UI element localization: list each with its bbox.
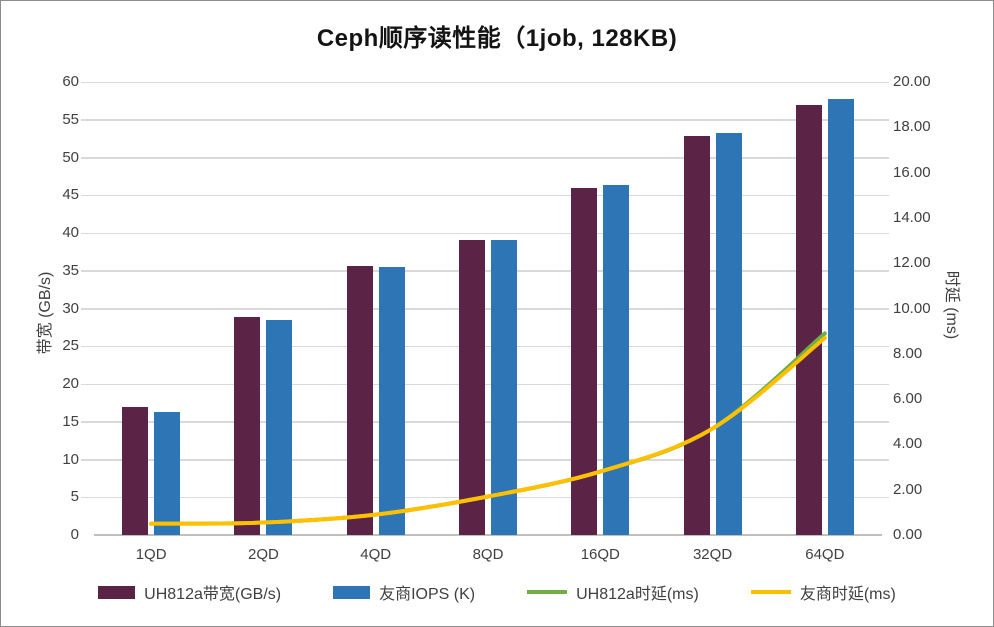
left-axis-tick-label: 50: [62, 148, 79, 166]
right-axis-tick-label: 6.00: [893, 390, 923, 408]
x-axis-category-label: 4QD: [360, 546, 392, 563]
x-axis-line: [94, 534, 882, 536]
legend-item-uh812a-bandwidth-bar: UH812a带宽(GB/s): [98, 580, 281, 604]
gridline: [81, 194, 889, 197]
right-axis-tick-label: 0.00: [893, 526, 923, 543]
left-axis-tick-label: 40: [62, 224, 79, 241]
legend-item-vendor-latency-line: 友商时延(ms): [750, 580, 896, 604]
legend-item-uh812a-latency-line: UH812a时延(ms): [527, 580, 699, 604]
gridline: [81, 383, 889, 385]
vendor-iops-bar-64QD: [827, 98, 854, 535]
legend-swatch-vendor-latency-line: [750, 590, 791, 594]
left-axis-tick-label: 30: [62, 299, 79, 317]
chart-title: Ceph顺序读性能（1job, 128KB): [316, 25, 678, 52]
left-axis-tick-label: 35: [62, 261, 79, 279]
vendor-iops-bar-2QD: [266, 319, 293, 535]
uh812a-bandwidth-bar-8QD: [459, 239, 485, 535]
left-axis-tick-label: 25: [62, 337, 79, 355]
uh812a-bandwidth-bar-2QD: [234, 316, 261, 535]
left-axis-tick-label: 20: [62, 375, 79, 392]
gridline: [81, 270, 889, 272]
right-axis-tick-label: 16.00: [893, 163, 931, 181]
legend-label: UH812a带宽(GB/s): [144, 586, 282, 603]
legend-label: UH812a时延(ms): [576, 586, 699, 603]
legend-swatch-uh812a-bandwidth-bar: [98, 585, 136, 599]
vendor-latency-line: [149, 335, 827, 526]
right-axis-tick-label: 18.00: [893, 118, 931, 136]
x-axis-category-label: 16QD: [580, 546, 620, 563]
vendor-iops-bar-1QD: [154, 411, 181, 535]
right-axis-tick-label: 2.00: [893, 480, 923, 498]
gridline: [81, 157, 889, 159]
right-axis-tick-label: 4.00: [893, 435, 923, 453]
left-axis-tick-label: 55: [62, 110, 79, 128]
legend-label: 友商时延(ms): [799, 586, 896, 603]
gridline: [81, 232, 889, 234]
gridline: [81, 421, 889, 423]
legend-label: 友商IOPS (K): [379, 586, 476, 603]
legend-swatch-vendor-iops-bar: [333, 585, 371, 599]
gridline: [81, 459, 889, 461]
x-axis-category-label: 64QD: [805, 546, 845, 563]
vendor-iops-bar-8QD: [491, 239, 517, 535]
x-axis-category-label: 32QD: [692, 546, 733, 563]
left-axis-tick-label: 0: [70, 526, 79, 543]
x-axis-category-label: 2QD: [248, 546, 279, 563]
left-axis-tick-label: 15: [62, 412, 79, 430]
uh812a-bandwidth-bar-1QD: [122, 407, 149, 535]
legend: UH812a带宽(GB/s) 友商IOPS (K) UH812a时延(ms) 友商时延…: [1, 580, 993, 604]
uh812a-bandwidth-bar-32QD: [683, 135, 710, 535]
legend-swatch-uh812a-latency-line: [527, 590, 568, 594]
right-axis-tick-label: 20.00: [893, 73, 931, 90]
left-axis-tick-label: 10: [62, 450, 79, 468]
left-axis-tick-label: 45: [62, 186, 79, 204]
right-axis-tick-label: 14.00: [893, 208, 931, 226]
legend-item-vendor-iops-bar: 友商IOPS (K): [333, 580, 475, 604]
right-axis-tick-label: 8.00: [893, 344, 923, 362]
left-axis-tick-label: 5: [70, 488, 79, 506]
gridline: [81, 81, 889, 83]
right-axis-tick-label: 12.00: [893, 254, 931, 272]
right-axis-tick-label: 10.00: [893, 299, 931, 317]
gridline: [81, 308, 889, 310]
x-axis-category-label: 1QD: [135, 546, 167, 563]
gridline: [81, 119, 889, 121]
vendor-iops-bar-4QD: [378, 266, 405, 535]
uh812a-bandwidth-bar-64QD: [795, 105, 822, 535]
left-axis-tick-label: 60: [62, 73, 79, 90]
gridline: [81, 345, 889, 348]
uh812a-bandwidth-bar-4QD: [346, 266, 373, 535]
vendor-iops-bar-16QD: [603, 184, 630, 535]
vendor-iops-bar-32QD: [715, 132, 742, 535]
latency-lines-layer: [149, 331, 827, 526]
x-axis-category-label: 8QD: [472, 546, 504, 563]
